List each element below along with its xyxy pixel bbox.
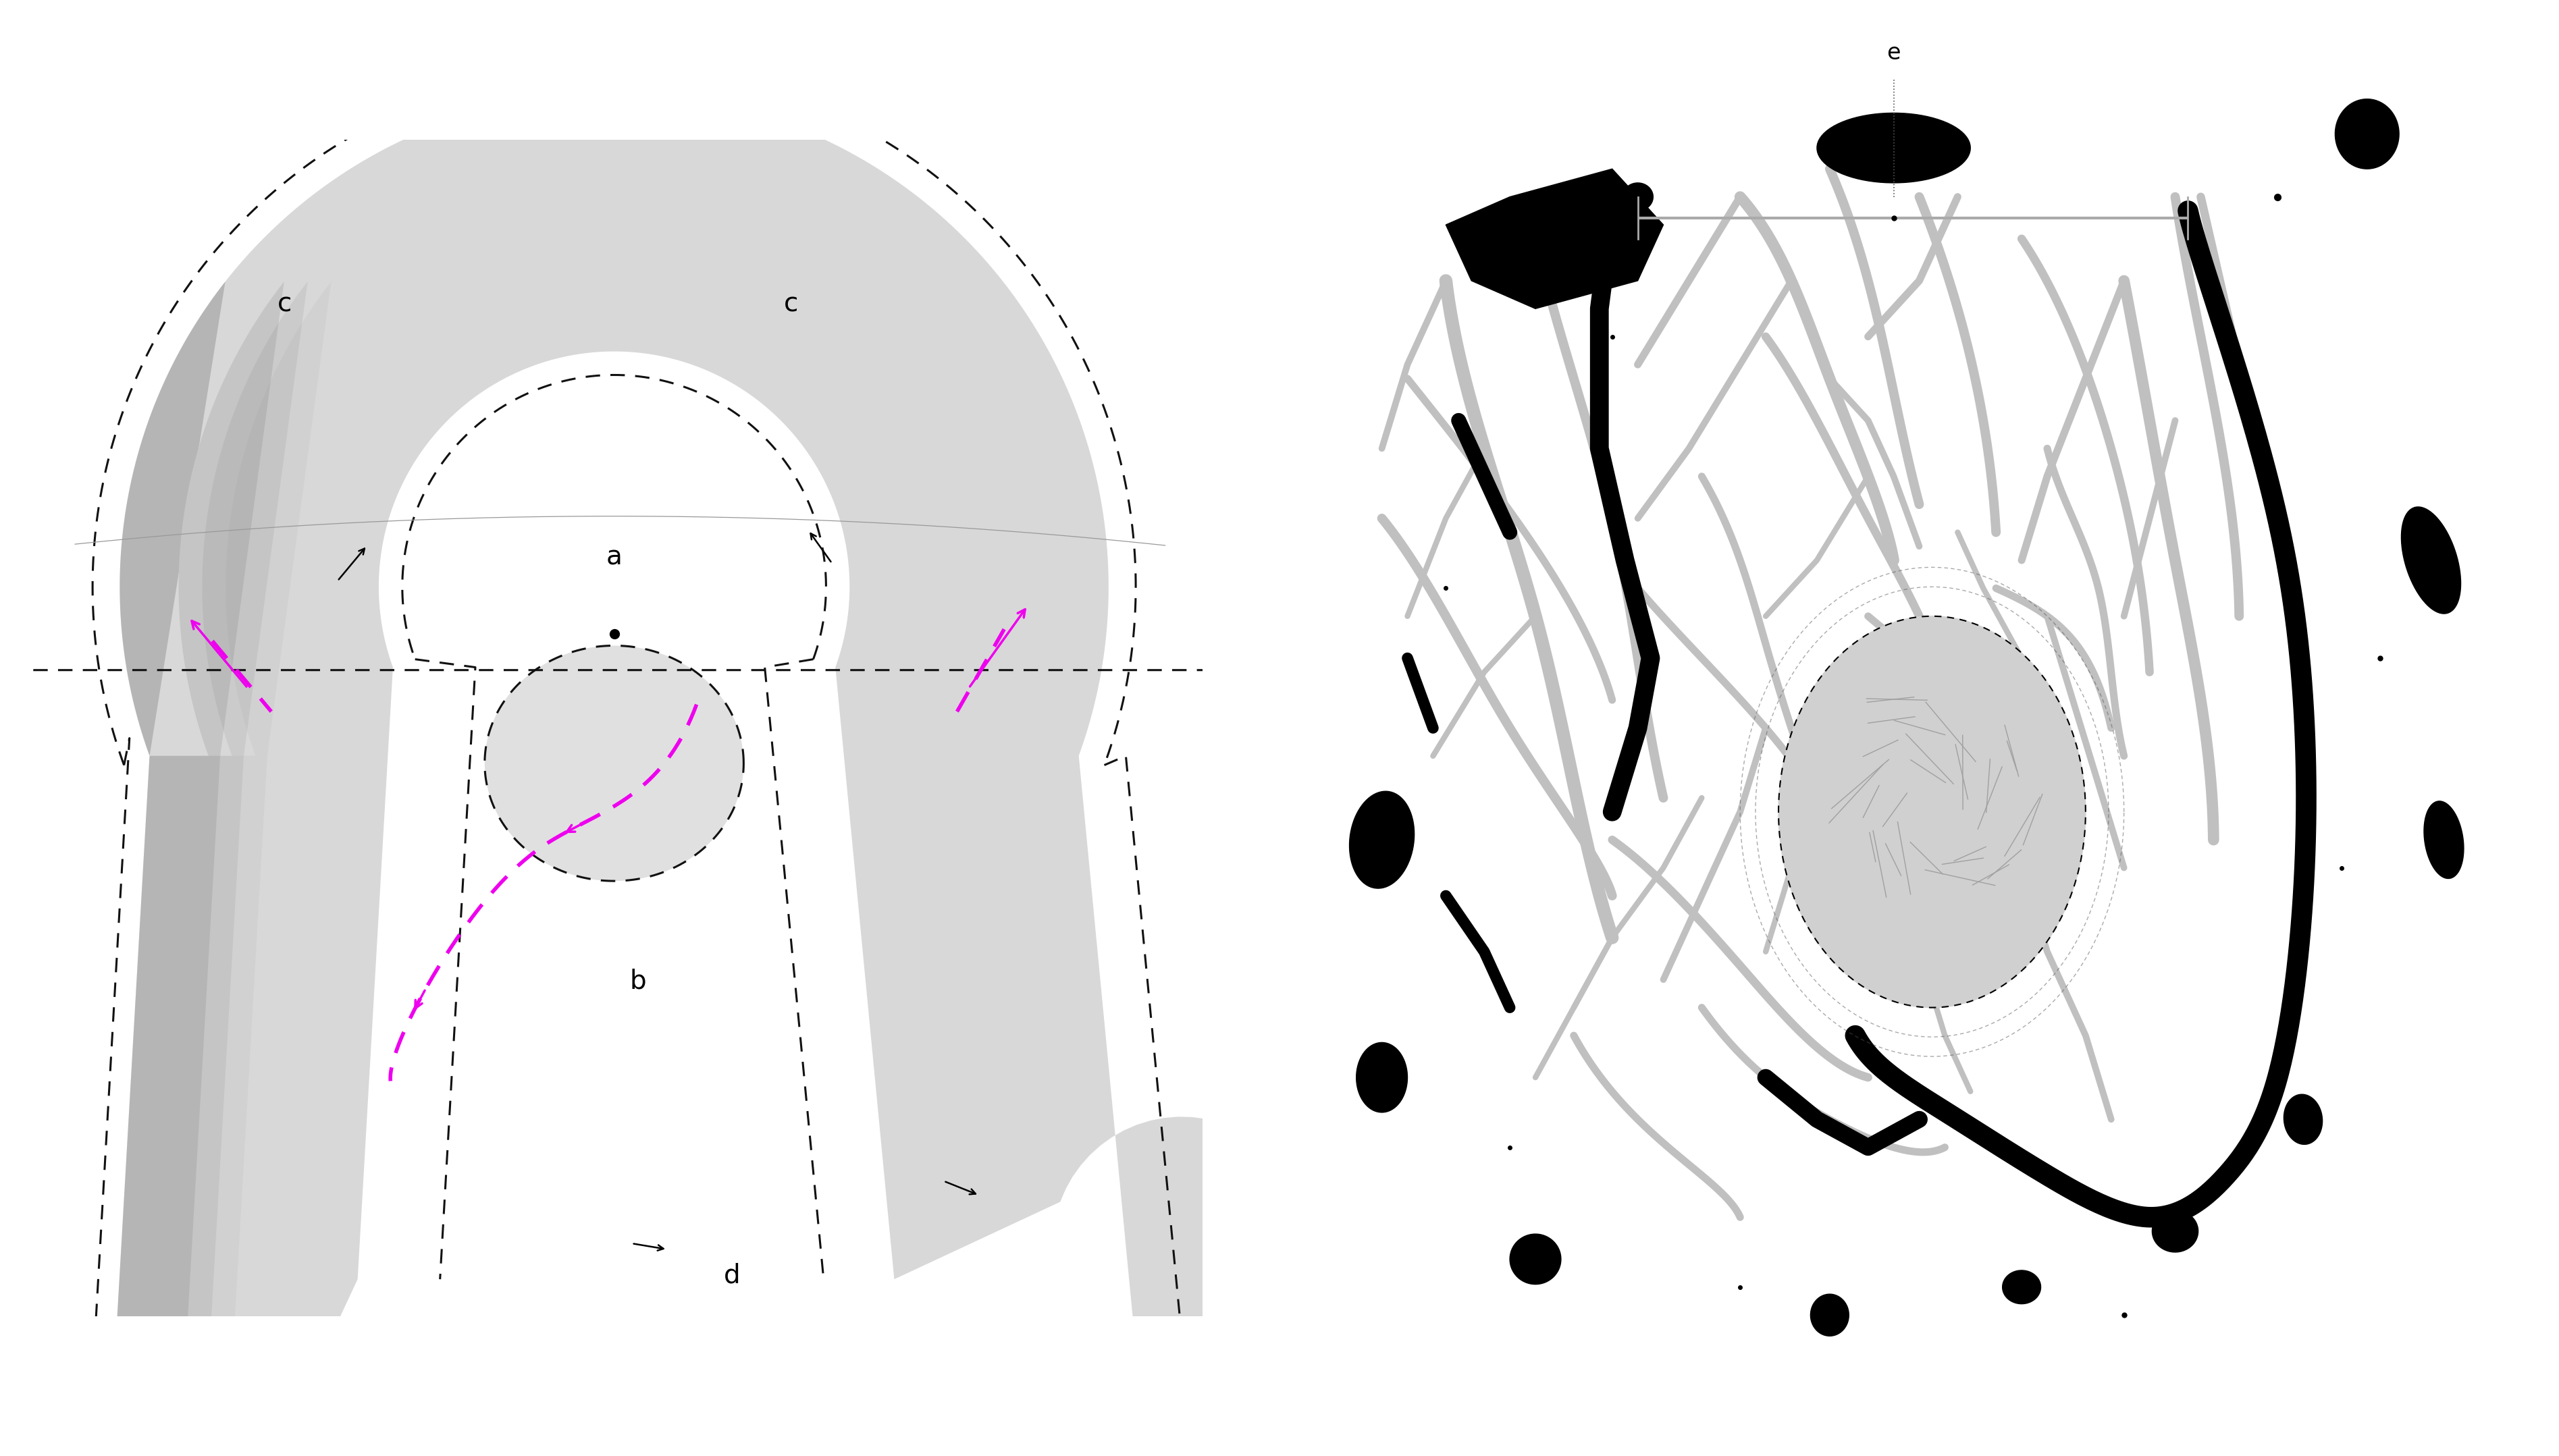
Polygon shape xyxy=(2283,1095,2324,1144)
Text: c: c xyxy=(783,291,798,317)
Text: b: b xyxy=(630,968,645,994)
Polygon shape xyxy=(2336,99,2400,169)
Polygon shape xyxy=(1349,791,1415,888)
Polygon shape xyxy=(2423,801,2464,878)
Polygon shape xyxy=(115,281,284,1367)
Polygon shape xyxy=(115,281,330,1367)
Polygon shape xyxy=(2400,507,2462,613)
Text: e: e xyxy=(1886,42,1901,64)
Polygon shape xyxy=(115,281,307,1367)
Polygon shape xyxy=(2152,1210,2198,1252)
Polygon shape xyxy=(1779,616,2086,1008)
Polygon shape xyxy=(1446,169,1663,309)
Polygon shape xyxy=(1812,1294,1848,1337)
Polygon shape xyxy=(1817,114,1970,183)
Text: a: a xyxy=(606,545,622,571)
Text: d: d xyxy=(724,1262,740,1289)
Polygon shape xyxy=(1510,1235,1561,1284)
Polygon shape xyxy=(1356,1042,1407,1112)
Polygon shape xyxy=(484,645,745,881)
Polygon shape xyxy=(2004,1270,2040,1305)
Text: c: c xyxy=(276,291,292,317)
Polygon shape xyxy=(1622,183,1653,211)
Polygon shape xyxy=(36,93,1310,1456)
